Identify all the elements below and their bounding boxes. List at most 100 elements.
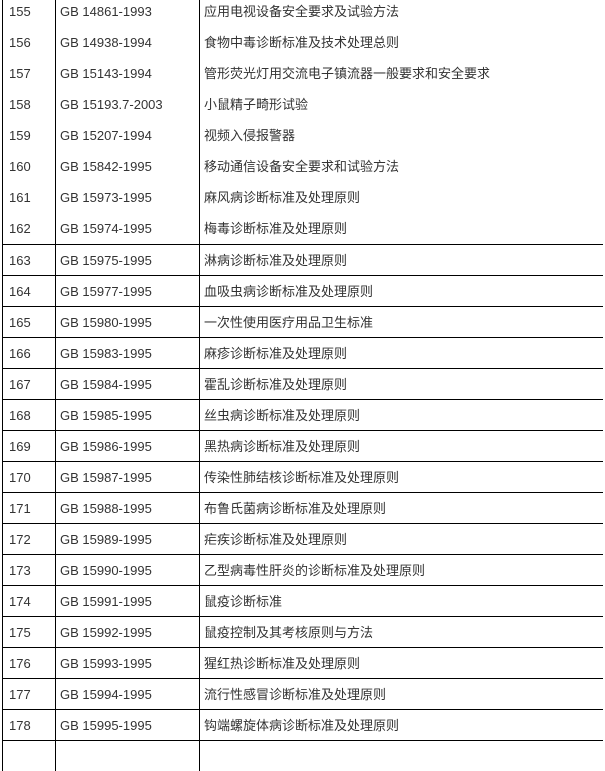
standard-title: 鼠疫控制及其考核原则与方法 [204, 625, 374, 640]
standard-code: GB 15985-1995 [60, 408, 152, 423]
column-divider [199, 0, 200, 771]
row-number: 159 [9, 128, 31, 143]
row-number: 163 [9, 253, 31, 268]
standard-title: 食物中毒诊断标准及技术处理总则 [204, 35, 400, 50]
table-row: 159 GB 15207-1994 视频入侵报警器 [2, 120, 603, 151]
standard-title: 丝虫病诊断标准及处理原则 [204, 408, 361, 423]
table-row: 169 GB 15986-1995 黑热病诊断标准及处理原则 [2, 430, 603, 461]
standard-title: 视频入侵报警器 [204, 128, 296, 143]
standard-code: GB 15993-1995 [60, 656, 152, 671]
table-row: 161 GB 15973-1995 麻风病诊断标准及处理原则 [2, 182, 603, 213]
standard-title: 疟疾诊断标准及处理原则 [204, 532, 348, 547]
standard-code: GB 15977-1995 [60, 284, 152, 299]
standard-code: GB 15975-1995 [60, 253, 152, 268]
standard-code: GB 15207-1994 [60, 128, 152, 143]
standard-title: 鼠疫诊断标准 [204, 594, 283, 609]
row-number: 160 [9, 159, 31, 174]
row-number: 174 [9, 594, 31, 609]
standard-code: GB 15994-1995 [60, 687, 152, 702]
table-row: 177 GB 15994-1995 流行性感冒诊断标准及处理原则 [2, 678, 603, 709]
row-number: 172 [9, 532, 31, 547]
table-row: 178 GB 15995-1995 钩端螺旋体病诊断标准及处理原则 [2, 709, 603, 740]
table-row: 162 GB 15974-1995 梅毒诊断标准及处理原则 [2, 213, 603, 244]
row-number: 177 [9, 687, 31, 702]
standard-code: GB 15987-1995 [60, 470, 152, 485]
standard-title: 乙型病毒性肝炎的诊断标准及处理原则 [204, 563, 426, 578]
table-row: 167 GB 15984-1995 霍乱诊断标准及处理原则 [2, 368, 603, 399]
standard-code: GB 15980-1995 [60, 315, 152, 330]
standard-code: GB 15986-1995 [60, 439, 152, 454]
standard-title: 梅毒诊断标准及处理原则 [204, 221, 348, 236]
row-number: 162 [9, 221, 31, 236]
standard-title: 黑热病诊断标准及处理原则 [204, 439, 361, 454]
table-row: 170 GB 15987-1995 传染性肺结核诊断标准及处理原则 [2, 461, 603, 492]
table-row: 172 GB 15989-1995 疟疾诊断标准及处理原则 [2, 523, 603, 554]
row-number: 158 [9, 97, 31, 112]
row-number: 169 [9, 439, 31, 454]
standard-title: 应用电视设备安全要求及试验方法 [204, 4, 400, 19]
row-number: 167 [9, 377, 31, 392]
row-number: 171 [9, 501, 31, 516]
standard-code: GB 15193.7-2003 [60, 97, 163, 112]
row-number: 170 [9, 470, 31, 485]
row-number: 165 [9, 315, 31, 330]
standard-title: 移动通信设备安全要求和试验方法 [204, 159, 400, 174]
standard-code: GB 15143-1994 [60, 66, 152, 81]
standard-code: GB 14861-1993 [60, 4, 152, 19]
standard-title: 布鲁氏菌病诊断标准及处理原则 [204, 501, 387, 516]
standard-title: 管形荧光灯用交流电子镇流器一般要求和安全要求 [204, 66, 491, 81]
row-number: 178 [9, 718, 31, 733]
table-row: 174 GB 15991-1995 鼠疫诊断标准 [2, 585, 603, 616]
table-row-partial [2, 740, 603, 771]
table-row: 164 GB 15977-1995 血吸虫病诊断标准及处理原则 [2, 275, 603, 306]
row-number: 166 [9, 346, 31, 361]
table-row: 160 GB 15842-1995 移动通信设备安全要求和试验方法 [2, 151, 603, 182]
standard-title: 一次性使用医疗用品卫生标准 [204, 315, 374, 330]
standard-code: GB 15984-1995 [60, 377, 152, 392]
standard-title: 霍乱诊断标准及处理原则 [204, 377, 348, 392]
standard-title: 流行性感冒诊断标准及处理原则 [204, 687, 387, 702]
row-number: 155 [9, 4, 31, 19]
table-row: 156 GB 14938-1994 食物中毒诊断标准及技术处理总则 [2, 27, 603, 58]
row-number: 156 [9, 35, 31, 50]
row-number: 175 [9, 625, 31, 640]
standard-code: GB 15842-1995 [60, 159, 152, 174]
table-row: 166 GB 15983-1995 麻疹诊断标准及处理原则 [2, 337, 603, 368]
row-number: 157 [9, 66, 31, 81]
row-number: 176 [9, 656, 31, 671]
standard-code: GB 15973-1995 [60, 190, 152, 205]
table-row: 168 GB 15985-1995 丝虫病诊断标准及处理原则 [2, 399, 603, 430]
standard-title: 麻风病诊断标准及处理原则 [204, 190, 361, 205]
table-row: 171 GB 15988-1995 布鲁氏菌病诊断标准及处理原则 [2, 492, 603, 523]
standard-title: 小鼠精子畸形试验 [204, 97, 309, 112]
standard-code: GB 15991-1995 [60, 594, 152, 609]
standard-code: GB 15983-1995 [60, 346, 152, 361]
standard-title: 钩端螺旋体病诊断标准及处理原则 [204, 718, 400, 733]
standard-code: GB 15992-1995 [60, 625, 152, 640]
column-divider [55, 0, 56, 771]
table-row: 165 GB 15980-1995 一次性使用医疗用品卫生标准 [2, 306, 603, 337]
standard-code: GB 15990-1995 [60, 563, 152, 578]
table-row: 176 GB 15993-1995 猩红热诊断标准及处理原则 [2, 647, 603, 678]
row-number: 164 [9, 284, 31, 299]
row-number: 168 [9, 408, 31, 423]
standard-code: GB 15989-1995 [60, 532, 152, 547]
standard-title: 麻疹诊断标准及处理原则 [204, 346, 348, 361]
standard-title: 猩红热诊断标准及处理原则 [204, 656, 361, 671]
table-row: 173 GB 15990-1995 乙型病毒性肝炎的诊断标准及处理原则 [2, 554, 603, 585]
table-row: 157 GB 15143-1994 管形荧光灯用交流电子镇流器一般要求和安全要求 [2, 58, 603, 89]
row-number: 173 [9, 563, 31, 578]
table-row: 163 GB 15975-1995 淋病诊断标准及处理原则 [2, 244, 603, 275]
table-row: 158 GB 15193.7-2003 小鼠精子畸形试验 [2, 89, 603, 120]
standard-code: GB 14938-1994 [60, 35, 152, 50]
standard-code: GB 15974-1995 [60, 221, 152, 236]
standard-title: 血吸虫病诊断标准及处理原则 [204, 284, 374, 299]
standard-code: GB 15988-1995 [60, 501, 152, 516]
table-row: 155 GB 14861-1993 应用电视设备安全要求及试验方法 [2, 0, 603, 27]
row-number: 161 [9, 190, 31, 205]
standard-code: GB 15995-1995 [60, 718, 152, 733]
standard-title: 传染性肺结核诊断标准及处理原则 [204, 470, 400, 485]
table-row: 175 GB 15992-1995 鼠疫控制及其考核原则与方法 [2, 616, 603, 647]
table-border-left [2, 0, 3, 771]
